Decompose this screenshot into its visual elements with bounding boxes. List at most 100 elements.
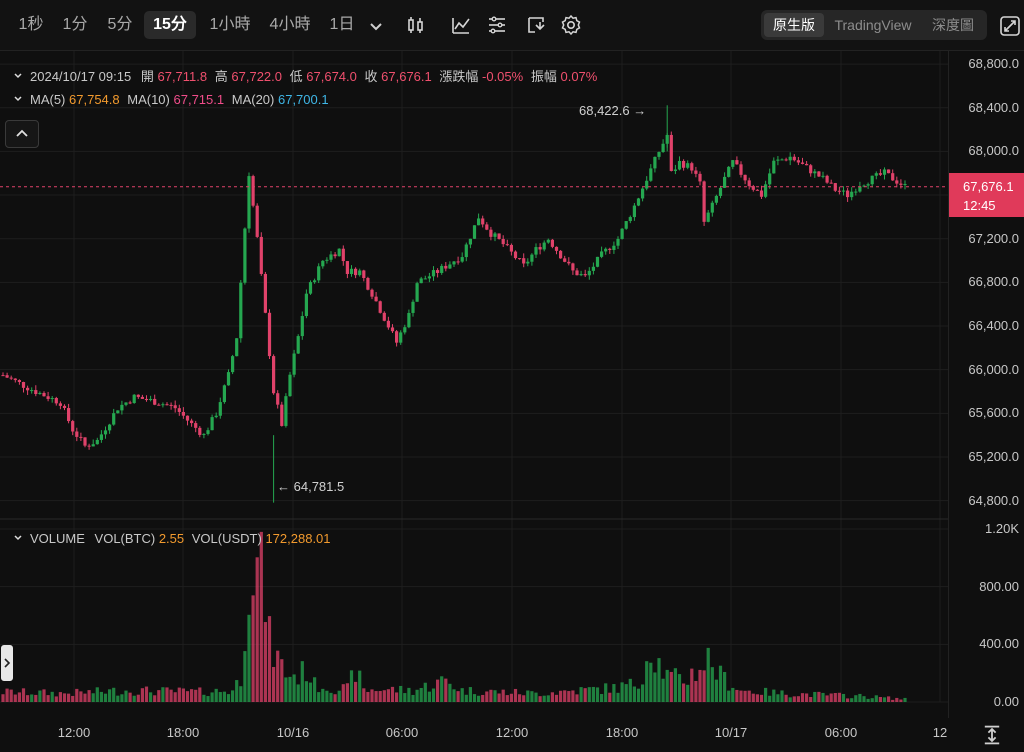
- candle-body: [817, 171, 821, 177]
- candle-body: [542, 242, 546, 250]
- candle-body: [686, 163, 690, 168]
- time-tick-label: 12:00: [57, 725, 91, 740]
- volume-tick-label: 800.00: [979, 578, 1019, 594]
- candle-body: [513, 251, 518, 259]
- volume-bar: [796, 696, 800, 702]
- candle-body: [550, 239, 554, 247]
- settings-gear-icon[interactable]: [559, 13, 583, 37]
- timeframe-1d[interactable]: 1日: [329, 16, 355, 33]
- candle-body: [239, 282, 243, 339]
- candle-body: [423, 278, 427, 280]
- collapse-panel-button[interactable]: [5, 120, 39, 148]
- candle-body: [661, 143, 665, 153]
- drawing-tools-icon[interactable]: [485, 13, 509, 37]
- timeframe-more-chevron-icon[interactable]: [364, 14, 388, 38]
- candle-body: [54, 397, 58, 404]
- volume-bar: [218, 692, 222, 702]
- volume-bar: [325, 690, 329, 702]
- volume-bar: [468, 687, 472, 702]
- candle-body: [374, 296, 378, 302]
- volume-bar: [190, 689, 194, 702]
- volume-bar: [805, 693, 809, 702]
- mode-tradingview[interactable]: TradingView: [834, 17, 912, 33]
- expand-side-panel-button[interactable]: [1, 645, 13, 681]
- candle-body: [206, 430, 210, 434]
- candle-body: [103, 430, 108, 435]
- price-tick-label: 67,200.0: [968, 230, 1019, 246]
- candle-body: [341, 248, 345, 262]
- volume-bar: [731, 687, 735, 702]
- high-value: 67,722.0: [231, 69, 282, 84]
- volume-bar: [846, 698, 850, 702]
- volume-bar: [46, 695, 50, 702]
- volume-bar: [604, 683, 608, 702]
- volume-bar: [882, 697, 887, 702]
- candle-body: [284, 396, 288, 426]
- candle-body: [116, 410, 120, 414]
- volume-bar: [263, 622, 267, 702]
- volume-bar: [358, 670, 362, 702]
- mode-depth[interactable]: 深度圖: [932, 17, 974, 33]
- volume-bar: [284, 677, 288, 702]
- volume-bar: [878, 697, 882, 702]
- collapse-ohlc-chevron-icon[interactable]: [14, 72, 22, 80]
- volume-bar: [423, 682, 427, 702]
- timeframe-1m[interactable]: 1分: [62, 16, 88, 33]
- candle-body: [362, 270, 366, 278]
- amplitude-value: 0.07%: [560, 69, 598, 84]
- timeframe-15m[interactable]: 15分: [144, 11, 196, 39]
- volume-bar: [329, 692, 333, 702]
- candle-body: [641, 188, 645, 199]
- volume-bar: [698, 669, 702, 702]
- volume-bar: [108, 689, 112, 702]
- candle-body: [620, 228, 624, 239]
- mode-native[interactable]: 原生版: [764, 13, 824, 37]
- volume-bar: [452, 689, 456, 702]
- candle-body: [407, 312, 411, 328]
- volume-bar: [501, 689, 505, 702]
- candle-body: [776, 159, 780, 161]
- candle-body: [30, 390, 34, 392]
- chart-layout-icon[interactable]: [524, 13, 548, 37]
- ohlc-info-row: 2024/10/17 09:15 開 67,711.8 高 67,722.0 低…: [14, 66, 597, 85]
- candle-type-icon[interactable]: [404, 13, 428, 37]
- volume-bar: [464, 694, 468, 702]
- volume-bar: [669, 671, 673, 702]
- volume-bar: [144, 686, 149, 702]
- auto-scale-icon[interactable]: [980, 723, 1000, 745]
- timeframe-1h[interactable]: 1小時: [209, 16, 251, 33]
- indicators-icon[interactable]: [449, 13, 473, 37]
- time-tick-label: 12: [932, 725, 948, 740]
- candle-body: [153, 398, 157, 405]
- candle-body: [263, 273, 267, 313]
- volume-bar: [194, 689, 198, 702]
- candle-body: [751, 186, 755, 190]
- volume-bar: [505, 695, 509, 702]
- volume-bar: [411, 694, 415, 702]
- candle-body: [682, 160, 686, 168]
- timeframe-5m[interactable]: 5分: [107, 16, 133, 33]
- price-axis[interactable]: 68,800.068,400.068,000.067,600.067,200.0…: [948, 51, 1024, 718]
- volume-bar: [866, 698, 870, 702]
- collapse-ma-chevron-icon[interactable]: [14, 95, 22, 103]
- timeframe-4h[interactable]: 4小時: [269, 16, 311, 33]
- volume-bar: [54, 696, 58, 702]
- timeframe-1s[interactable]: 1秒: [18, 16, 44, 33]
- candle-body: [858, 186, 862, 192]
- volume-bar: [165, 687, 169, 702]
- candle-body: [313, 280, 317, 283]
- fullscreen-icon[interactable]: [998, 14, 1022, 38]
- candle-body: [489, 229, 493, 237]
- candle-body: [714, 195, 718, 203]
- candle-body: [194, 423, 198, 428]
- volume-bar: [120, 694, 124, 702]
- candle-body: [21, 381, 26, 388]
- candle-body: [530, 254, 534, 262]
- volume-bar: [694, 680, 698, 702]
- candle-body: [628, 217, 632, 222]
- volume-bar: [833, 693, 837, 702]
- volume-bar: [431, 688, 436, 702]
- volume-bar: [563, 690, 567, 702]
- candlestick-chart[interactable]: [0, 51, 948, 718]
- collapse-volume-chevron-icon[interactable]: [14, 534, 22, 542]
